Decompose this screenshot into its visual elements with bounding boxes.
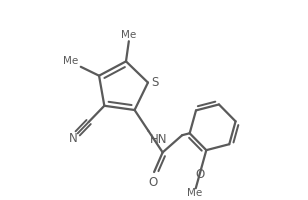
Text: Me: Me [121, 30, 136, 40]
Text: O: O [148, 175, 158, 188]
Text: Me: Me [63, 56, 79, 66]
Text: Me: Me [187, 187, 202, 197]
Text: S: S [151, 76, 158, 88]
Text: HN: HN [149, 132, 167, 145]
Text: O: O [195, 167, 205, 180]
Text: N: N [69, 131, 78, 144]
